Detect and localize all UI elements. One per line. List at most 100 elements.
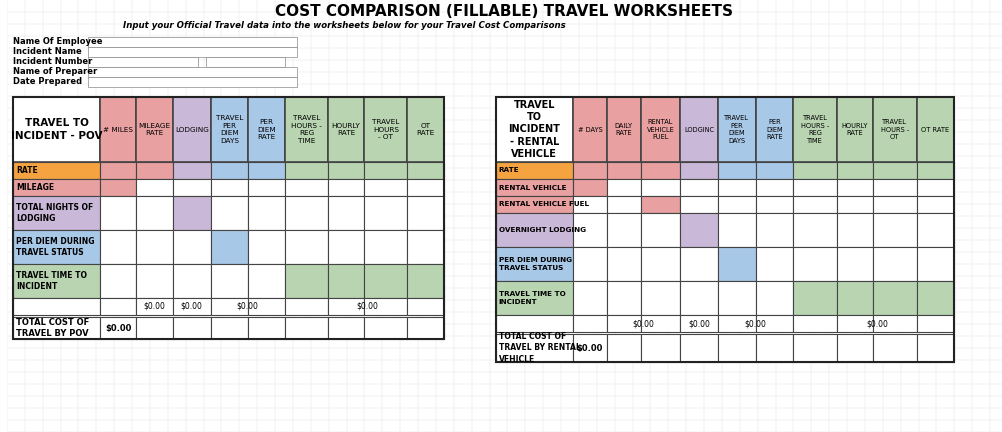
Bar — [756, 213, 794, 247]
Bar — [496, 315, 573, 332]
Text: TRAVEL
HOURS -
REG
TIME: TRAVEL HOURS - REG TIME — [802, 115, 830, 144]
Bar — [172, 196, 210, 230]
Bar — [496, 179, 573, 196]
Bar — [873, 334, 917, 362]
Bar — [794, 213, 837, 247]
Bar — [328, 162, 365, 179]
Bar — [718, 213, 756, 247]
Bar — [837, 281, 873, 315]
Text: TRAVEL TIME TO
INCIDENT: TRAVEL TIME TO INCIDENT — [16, 271, 87, 291]
Bar — [917, 179, 954, 196]
Bar — [496, 281, 573, 315]
Bar — [640, 281, 680, 315]
Bar — [13, 264, 100, 298]
Bar — [573, 179, 607, 196]
Bar — [718, 334, 756, 362]
Bar — [248, 230, 285, 264]
Bar — [573, 213, 607, 247]
Text: RENTAL VEHICLE: RENTAL VEHICLE — [499, 184, 566, 191]
Text: OVERNIGHT LODGING: OVERNIGHT LODGING — [499, 227, 585, 233]
Bar — [496, 247, 573, 281]
Bar — [172, 162, 210, 179]
Bar — [917, 213, 954, 247]
Text: Input your Official Travel data into the worksheets below for your Travel Cost C: Input your Official Travel data into the… — [123, 22, 566, 31]
Text: LODGINC: LODGINC — [684, 127, 714, 133]
Text: RENTAL
VEHICLE
FUEL: RENTAL VEHICLE FUEL — [646, 119, 674, 140]
Bar — [407, 264, 444, 298]
Bar — [172, 264, 210, 298]
Bar — [365, 298, 407, 315]
Bar — [607, 97, 640, 162]
Bar — [285, 97, 328, 162]
Bar — [718, 179, 756, 196]
Bar — [873, 281, 917, 315]
Bar — [718, 162, 756, 179]
Bar — [837, 334, 873, 362]
Bar — [210, 179, 248, 196]
Bar — [210, 196, 248, 230]
Bar — [756, 334, 794, 362]
Bar — [917, 315, 954, 332]
Text: OT
RATE: OT RATE — [417, 123, 435, 136]
Bar — [407, 298, 444, 315]
Bar — [13, 179, 100, 196]
Bar — [407, 179, 444, 196]
Text: COST COMPARISON (FILLABLE) TRAVEL WORKSHEETS: COST COMPARISON (FILLABLE) TRAVEL WORKSH… — [276, 3, 733, 19]
Bar — [573, 196, 607, 213]
Bar — [136, 230, 172, 264]
Bar — [88, 77, 297, 87]
Bar — [873, 97, 917, 162]
Text: DAILY
RATE: DAILY RATE — [614, 123, 632, 136]
Text: # DAYS: # DAYS — [577, 127, 602, 133]
Bar — [248, 97, 285, 162]
Bar — [407, 97, 444, 162]
Bar — [794, 196, 837, 213]
Bar — [210, 264, 248, 298]
Text: RENTAL VEHICLE FUEL: RENTAL VEHICLE FUEL — [499, 201, 588, 207]
Bar — [136, 317, 172, 339]
Bar — [88, 37, 297, 47]
Bar — [210, 317, 248, 339]
Bar — [248, 179, 285, 196]
Bar — [285, 179, 328, 196]
Bar — [100, 179, 136, 196]
Bar — [328, 264, 365, 298]
Bar — [172, 179, 210, 196]
Bar — [837, 97, 873, 162]
Bar — [917, 334, 954, 362]
Text: MILEAGE: MILEAGE — [16, 183, 54, 192]
Bar — [407, 196, 444, 230]
Text: TRAVEL TO
INCIDENT - POV: TRAVEL TO INCIDENT - POV — [11, 118, 102, 141]
Bar — [248, 298, 285, 315]
Bar — [917, 281, 954, 315]
Bar — [573, 162, 607, 179]
Bar — [680, 179, 718, 196]
Bar — [365, 196, 407, 230]
Bar — [573, 281, 607, 315]
Bar — [640, 315, 680, 332]
Bar — [640, 213, 680, 247]
Bar — [285, 196, 328, 230]
Bar — [172, 298, 210, 315]
Text: TRAVEL
PER
DIEM
DAYS: TRAVEL PER DIEM DAYS — [724, 115, 749, 144]
Bar — [88, 47, 297, 57]
Bar — [136, 264, 172, 298]
Bar — [837, 213, 873, 247]
Bar — [680, 162, 718, 179]
Bar — [248, 317, 285, 339]
Bar — [100, 97, 136, 162]
Bar — [573, 247, 607, 281]
Bar — [328, 97, 365, 162]
Bar — [136, 196, 172, 230]
Bar — [88, 57, 197, 67]
Bar — [13, 298, 100, 315]
Bar — [756, 315, 794, 332]
Bar — [756, 281, 794, 315]
Bar — [607, 315, 640, 332]
Bar — [248, 162, 285, 179]
Bar — [496, 97, 954, 362]
Text: TOTAL COST OF
TRAVEL BY POV: TOTAL COST OF TRAVEL BY POV — [16, 318, 89, 338]
Bar — [496, 97, 573, 162]
Bar — [680, 315, 718, 332]
Bar — [496, 213, 573, 247]
